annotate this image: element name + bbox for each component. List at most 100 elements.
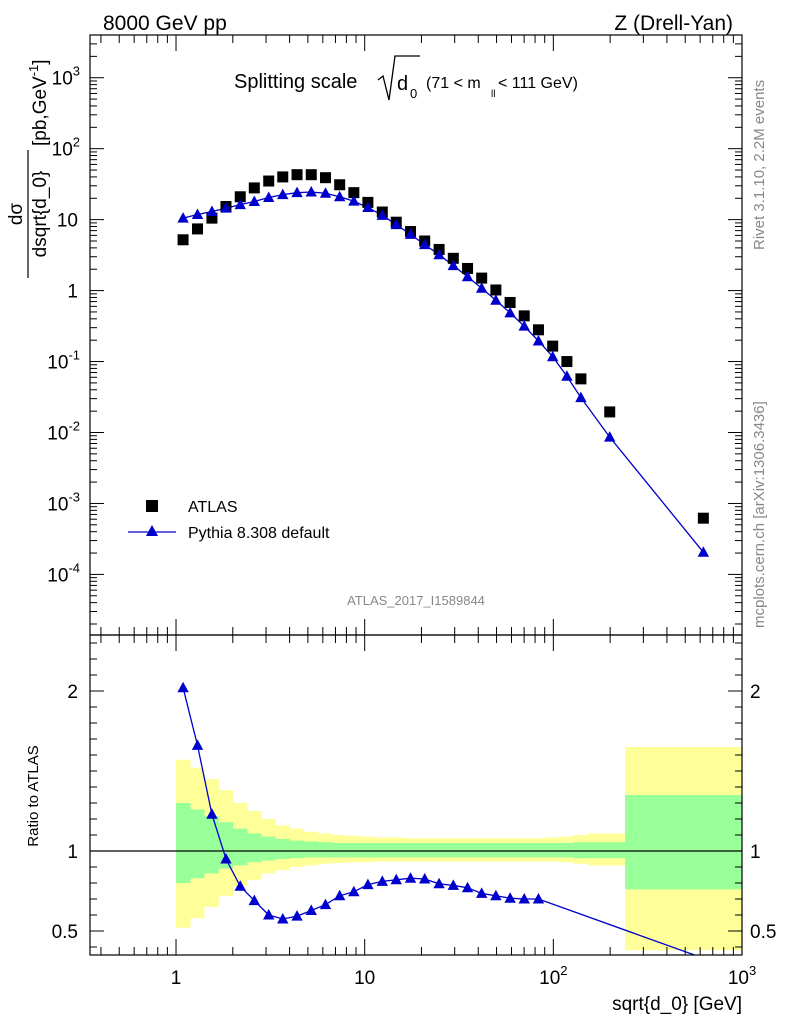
pythia-point xyxy=(604,431,616,442)
ratio-pythia-point xyxy=(490,889,502,901)
atlas-point xyxy=(248,182,260,194)
x-tick-label: 1 xyxy=(171,968,182,989)
x-tick-label: 10 xyxy=(354,968,375,989)
ratio-uncertainty-bands xyxy=(176,747,743,951)
atlas-point xyxy=(532,324,544,336)
rivet-label: Rivet 3.1.10, 2.2M events xyxy=(751,80,768,250)
green-band xyxy=(389,843,404,858)
pythia-point xyxy=(546,350,559,362)
ratio-pythia-point xyxy=(319,898,332,910)
green-band xyxy=(545,843,560,858)
ratio-y-tick-label: 0.5 xyxy=(52,922,78,943)
green-band xyxy=(318,842,333,858)
ratio-pythia-point xyxy=(475,887,488,898)
ratio-axis-ticks: 1 10 102 103 0.5 0.5 1 1 2 2 xyxy=(52,635,776,989)
ratio-pythia-point xyxy=(220,853,232,864)
green-band xyxy=(232,828,248,866)
main-y-axis-label: dσ dsqrt{d_0} [pb,GeV-1] xyxy=(6,59,51,278)
pythia-point xyxy=(319,187,332,198)
y-tick-label: 102 xyxy=(52,135,80,161)
legend-atlas-label: ATLAS xyxy=(188,499,238,516)
green-band xyxy=(374,843,390,858)
ratio-y-axis-label: Ratio to ATLAS xyxy=(25,745,42,846)
green-band xyxy=(403,843,418,858)
pythia-point xyxy=(305,186,317,197)
green-band xyxy=(332,843,347,858)
ratio-y-tick-label-right: 0.5 xyxy=(750,922,776,943)
pythia-point xyxy=(561,370,573,381)
atlas-point xyxy=(291,169,303,181)
green-band xyxy=(190,809,205,879)
ratio-pythia-point xyxy=(277,913,289,924)
atlas-point xyxy=(334,179,346,191)
green-band xyxy=(573,842,588,859)
green-band xyxy=(559,843,574,858)
y-tick-label: 10-3 xyxy=(47,489,80,515)
green-band xyxy=(445,843,461,858)
atlas-point xyxy=(604,406,616,418)
ratio-y-tick-label: 1 xyxy=(67,842,78,863)
atlas-point xyxy=(177,234,189,246)
pythia-point xyxy=(291,186,303,198)
atlas-point xyxy=(476,272,488,284)
mcplots-label: mcplots.cern.ch [arXiv:1306.3436] xyxy=(751,401,768,628)
green-band xyxy=(625,795,743,890)
y-tick-label: 1 xyxy=(67,282,78,303)
pythia-point xyxy=(418,238,431,250)
atlas-point xyxy=(206,212,218,224)
pythia-point xyxy=(475,282,488,293)
pythia-point xyxy=(697,546,710,557)
atlas-point xyxy=(504,296,516,308)
pythia-point xyxy=(206,205,218,217)
ratio-y-tick-label-right: 2 xyxy=(750,682,761,703)
green-band xyxy=(488,843,503,858)
pythia-point xyxy=(220,202,232,213)
pythia-point xyxy=(532,334,545,346)
atlas-point xyxy=(192,223,204,235)
ratio-pythia-point xyxy=(206,808,218,819)
ratio-pythia-point xyxy=(376,875,389,886)
atlas-point xyxy=(305,169,317,181)
ratio-pythia-point xyxy=(404,872,417,883)
pythia-point xyxy=(333,190,346,202)
pythia-point xyxy=(518,320,530,331)
green-band xyxy=(502,843,518,858)
green-band xyxy=(474,843,489,858)
ratio-pythia-point xyxy=(305,904,317,916)
atlas-point xyxy=(462,262,474,274)
ratio-pythia-point xyxy=(461,881,474,893)
ratio-y-tick-label-right: 1 xyxy=(750,842,761,863)
title-var-sub: 0 xyxy=(410,86,417,101)
pythia-point xyxy=(447,259,460,271)
green-band xyxy=(176,803,191,883)
pythia-point xyxy=(362,201,374,213)
green-band xyxy=(459,843,475,858)
atlas-point xyxy=(263,175,275,187)
green-band xyxy=(346,843,361,858)
atlas-point xyxy=(447,252,459,264)
green-band xyxy=(218,822,234,869)
header-right: Z (Drell-Yan) xyxy=(614,12,733,35)
green-band xyxy=(303,841,319,858)
pythia-point xyxy=(575,391,587,403)
y-tick-label: 10 xyxy=(57,211,78,232)
y-tick-label: 10-1 xyxy=(47,348,80,374)
pythia-point xyxy=(191,208,204,220)
y-tick-label: 10-2 xyxy=(47,419,80,445)
pythia-point xyxy=(234,198,246,210)
ylabel-denominator: dsqrt{d_0} xyxy=(30,171,51,258)
pythia-point xyxy=(277,188,289,200)
title-range-sub: ll xyxy=(491,89,495,100)
pythia-point xyxy=(461,270,474,282)
pythia-point xyxy=(490,294,502,305)
pythia-point xyxy=(433,248,445,260)
ratio-pythia-point xyxy=(390,873,402,885)
y-tick-label: 103 xyxy=(52,64,80,90)
legend: ATLAS Pythia 8.308 default xyxy=(128,499,330,542)
green-band xyxy=(587,842,626,859)
ratio-pythia-point xyxy=(263,909,275,920)
ratio-pythia-point xyxy=(447,879,460,890)
x-tick-label: 102 xyxy=(539,963,567,989)
main-data-marks xyxy=(177,169,710,557)
ratio-data-marks xyxy=(177,681,545,924)
